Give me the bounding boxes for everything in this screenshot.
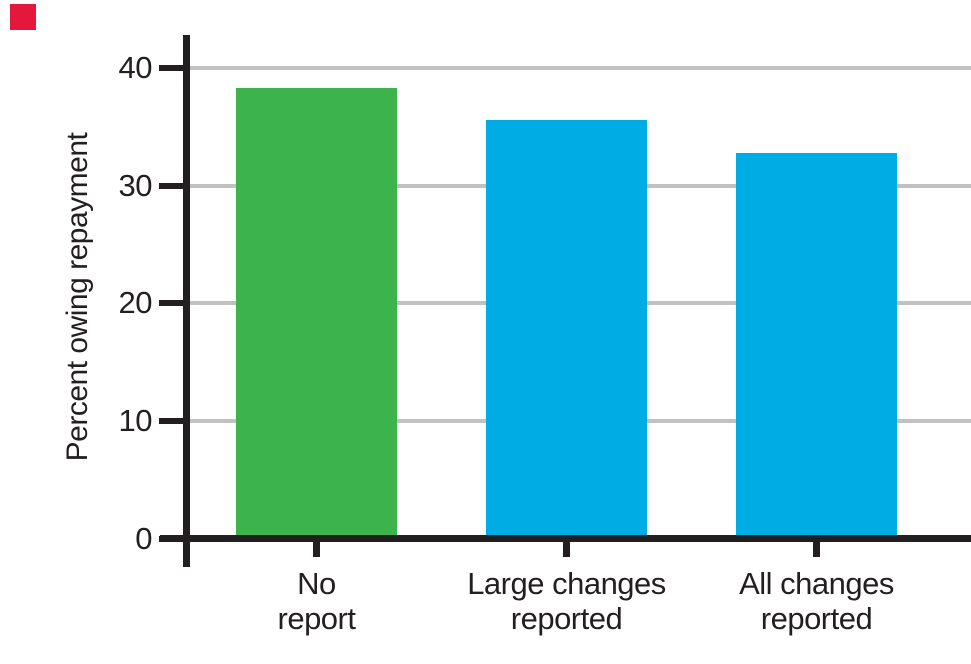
y-tick-0 bbox=[159, 535, 185, 542]
x-category-label-1-line-1: reported bbox=[510, 601, 623, 636]
x-category-label-2-line-1: reported bbox=[760, 601, 873, 636]
y-tick-label-10: 10 bbox=[118, 402, 153, 438]
x-category-label-0-line-0: No bbox=[297, 566, 336, 601]
y-tick-40 bbox=[159, 65, 185, 72]
y-tick-label-20: 20 bbox=[118, 285, 153, 321]
x-category-label-0-line-1: report bbox=[277, 601, 356, 636]
bar-1 bbox=[486, 119, 647, 535]
y-tick-30 bbox=[159, 182, 185, 189]
y-tick-label-0: 0 bbox=[135, 520, 152, 556]
x-category-label-0: No report bbox=[187, 566, 447, 636]
x-category-label-1: Large changes reported bbox=[437, 566, 697, 636]
x-tick-0 bbox=[313, 542, 320, 557]
x-tick-2 bbox=[813, 542, 820, 557]
x-category-label-2: All changes reported bbox=[687, 566, 947, 636]
y-axis-line bbox=[183, 35, 190, 567]
y-tick-label-40: 40 bbox=[118, 50, 153, 86]
bar-2 bbox=[736, 152, 897, 535]
figure-marker-square bbox=[10, 4, 36, 30]
x-category-label-2-line-0: All changes bbox=[739, 566, 894, 601]
y-tick-10 bbox=[159, 417, 185, 424]
x-category-label-1-line-0: Large changes bbox=[467, 566, 666, 601]
x-tick-1 bbox=[563, 542, 570, 557]
bar-0 bbox=[236, 88, 397, 535]
gridline-40 bbox=[190, 66, 971, 71]
x-axis-line bbox=[160, 535, 971, 542]
y-tick-label-30: 30 bbox=[118, 167, 153, 203]
y-tick-20 bbox=[159, 300, 185, 307]
